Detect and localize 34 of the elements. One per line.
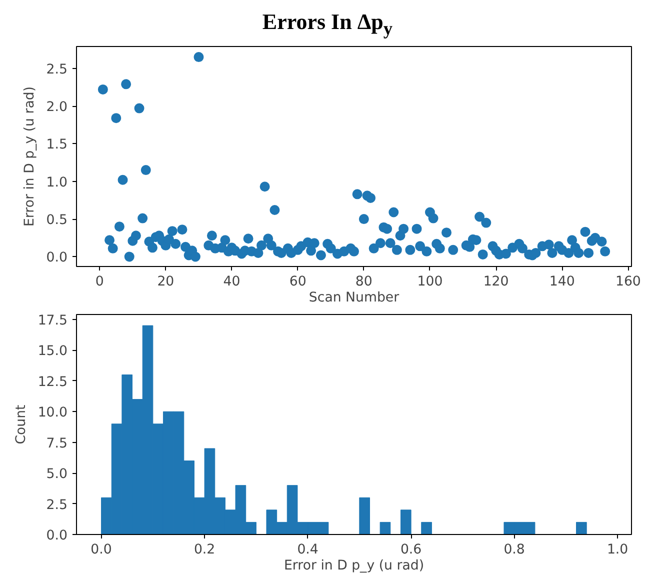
y-tick-label: 1.0 [46, 175, 68, 190]
x-tick-label: 120 [483, 274, 509, 290]
y-tick-label: 12.5 [38, 374, 68, 390]
y-tick-label: 5.0 [46, 467, 68, 482]
x-tick-label: 160 [615, 274, 641, 290]
y-tick-label: 17.5 [38, 313, 68, 328]
x-tick-label: 0.6 [400, 542, 422, 558]
x-tick-label: 80 [355, 274, 372, 290]
y-axis-title: Error in D p_y (u rad) [22, 86, 38, 227]
y-tick-label: 2.5 [46, 498, 68, 513]
x-tick-label: 0.0 [90, 542, 112, 558]
y-tick-label: 15.0 [38, 344, 68, 360]
y-tick-label: 2.0 [46, 100, 68, 116]
x-axis-title: Scan Number [308, 290, 400, 306]
y-tick-label: 2.5 [46, 62, 68, 78]
x-tick-label: 20 [157, 274, 174, 290]
x-tick-label: 100 [417, 274, 443, 290]
y-tick-label: 7.5 [46, 436, 68, 452]
x-tick-label: 140 [549, 274, 575, 290]
y-tick-label: 0.0 [46, 528, 68, 544]
y-tick-label: 0.0 [46, 250, 68, 266]
y-tick-label: 10.0 [38, 406, 68, 421]
x-tick-label: 60 [289, 274, 306, 290]
x-tick-label: 1.0 [606, 542, 628, 558]
x-tick-label: 40 [223, 274, 240, 290]
y-tick-label: 1.5 [46, 138, 68, 153]
y-tick-label: 0.5 [46, 213, 68, 228]
chart-title: Errors In Δp$_{y}$ [261, 8, 394, 40]
y-axis-title: Count [14, 404, 29, 444]
x-axis-title: Error in D p_y (u rad) [284, 558, 424, 574]
x-tick-label: 0.8 [504, 542, 525, 558]
x-tick-label: 0.2 [194, 542, 216, 558]
x-tick-label: 0.4 [297, 542, 318, 558]
x-tick-label: 0 [95, 274, 104, 290]
